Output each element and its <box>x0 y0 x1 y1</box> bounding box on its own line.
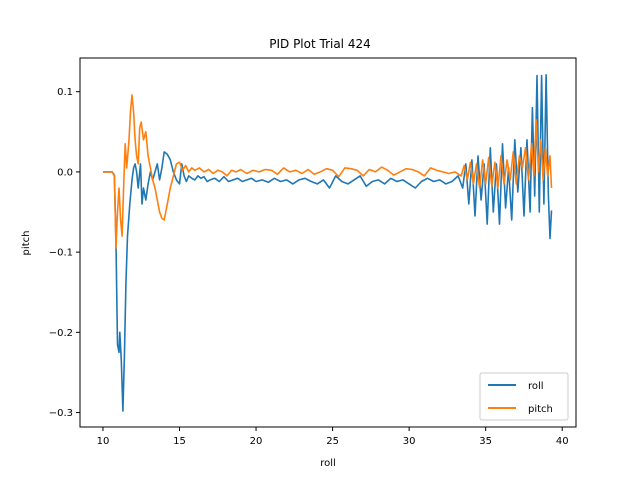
x-axis-label: roll <box>320 458 336 469</box>
x-tick-label: 20 <box>250 436 263 447</box>
y-axis-label: pitch <box>21 231 32 256</box>
series-line-roll <box>103 74 553 412</box>
x-tick-label: 40 <box>556 436 569 447</box>
x-tick-label: 25 <box>326 436 339 447</box>
x-tick-label: 15 <box>173 436 186 447</box>
plot-area-frame <box>79 57 577 428</box>
x-tick-label: 30 <box>403 436 416 447</box>
legend-label-roll: roll <box>528 381 544 392</box>
chart-title: PID Plot Trial 424 <box>269 37 371 51</box>
x-tick-label: 10 <box>97 436 110 447</box>
y-tick-label: −0.3 <box>49 408 73 419</box>
y-tick-label: 0.0 <box>57 167 73 178</box>
x-axis: 10 15 20 25 30 35 40 <box>97 427 569 447</box>
series-line-pitch <box>103 94 553 249</box>
y-tick-label: −0.2 <box>49 328 73 339</box>
y-tick-label: 0.1 <box>57 87 73 98</box>
legend-box <box>479 372 569 421</box>
y-axis: −0.3 −0.2 −0.1 0.0 0.1 <box>49 87 80 419</box>
legend-label-pitch: pitch <box>528 404 553 415</box>
series-layer <box>103 74 553 412</box>
legend: roll pitch <box>479 372 569 421</box>
x-tick-label: 35 <box>479 436 492 447</box>
y-tick-label: −0.1 <box>49 248 73 259</box>
